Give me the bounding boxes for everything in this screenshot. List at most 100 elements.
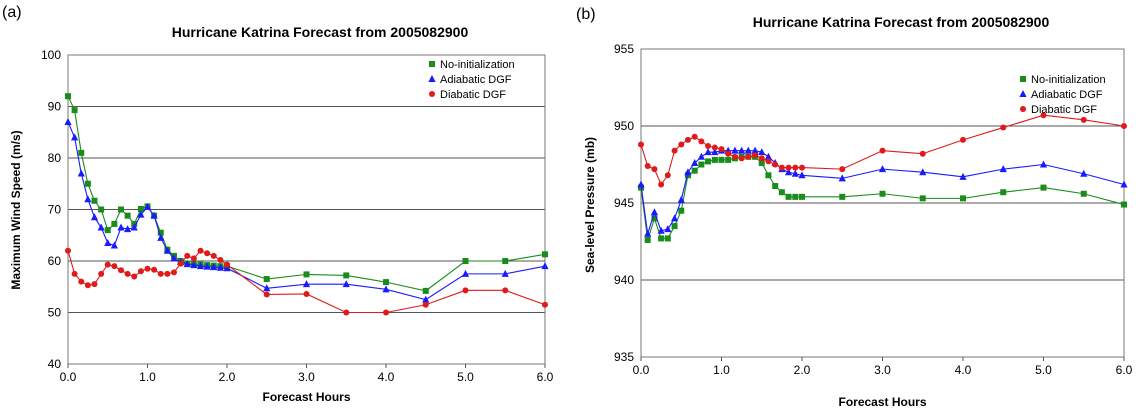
panel-label: (b) <box>576 6 596 23</box>
series-adiabatic-dgf <box>637 146 1128 237</box>
data-point <box>542 301 548 308</box>
y-tick-label: 70 <box>48 203 62 217</box>
legend-marker-no-initialization <box>1020 76 1026 82</box>
y-tick-label: 935 <box>614 350 634 364</box>
legend-marker-adiabatic-dgf <box>1019 90 1027 97</box>
data-point <box>343 272 350 279</box>
data-point <box>744 146 752 154</box>
data-point <box>90 213 99 221</box>
data-point <box>799 164 805 171</box>
data-point <box>772 183 779 190</box>
data-point <box>150 211 158 219</box>
data-point <box>64 117 72 125</box>
data-point <box>71 107 78 114</box>
data-point <box>501 269 509 277</box>
data-point <box>664 172 671 179</box>
data-point <box>224 261 230 268</box>
sea-level-pressure-chart: (b) Hurricane Katrina Forecast from 20050… <box>576 6 1133 409</box>
x-tick-label: 1.0 <box>713 363 730 377</box>
x-axis-label: Forecast Hours <box>838 395 926 409</box>
data-point <box>671 223 678 230</box>
x-tick-label: 1.0 <box>139 370 156 384</box>
data-point <box>792 164 799 171</box>
data-point <box>960 195 966 202</box>
data-point <box>785 193 792 200</box>
data-point <box>124 270 131 277</box>
data-point <box>697 152 705 160</box>
data-point <box>502 287 509 294</box>
data-point <box>190 255 197 262</box>
data-point <box>658 235 665 242</box>
y-tick-label: 40 <box>48 357 62 371</box>
data-point <box>752 152 759 159</box>
data-point <box>203 262 211 270</box>
data-point <box>637 180 645 188</box>
data-point <box>751 146 759 154</box>
data-point <box>738 155 745 162</box>
y-tick-label: 100 <box>41 48 61 62</box>
data-point <box>677 195 685 203</box>
data-point <box>1120 180 1128 188</box>
series-diabatic-dgf <box>65 247 548 316</box>
data-point <box>644 236 651 243</box>
data-point <box>705 143 712 150</box>
data-point <box>758 148 766 156</box>
data-point <box>117 223 125 231</box>
data-point <box>422 287 429 294</box>
series-diabatic-dgf <box>638 112 1127 188</box>
data-point <box>678 207 685 214</box>
x-tick-label: 6.0 <box>537 370 554 384</box>
data-point <box>461 269 470 277</box>
legend-label-no-initialization: No-initialization <box>440 59 515 71</box>
data-point <box>137 268 144 275</box>
data-point <box>383 309 389 316</box>
data-point <box>657 226 665 234</box>
data-point <box>711 144 718 151</box>
data-point <box>758 159 765 166</box>
data-point <box>1000 189 1007 196</box>
data-point <box>1121 123 1127 129</box>
data-point <box>664 235 671 242</box>
data-point <box>725 156 732 163</box>
data-point <box>764 152 773 160</box>
data-point <box>137 205 144 212</box>
data-point <box>143 202 152 210</box>
data-point <box>651 215 658 222</box>
data-point <box>210 252 217 259</box>
data-point <box>879 147 886 154</box>
data-point <box>104 261 111 268</box>
data-point <box>111 263 118 270</box>
data-point <box>711 156 718 163</box>
x-tick-label: 5.0 <box>457 370 474 384</box>
data-point <box>919 168 927 176</box>
data-point <box>919 150 926 157</box>
data-point <box>383 279 389 286</box>
data-point <box>959 172 967 180</box>
data-point <box>678 141 685 148</box>
data-point <box>542 251 548 258</box>
data-point <box>118 206 125 213</box>
y-tick-label: 50 <box>48 306 62 320</box>
data-point <box>91 197 98 204</box>
data-point <box>111 220 118 227</box>
y-tick-label: 90 <box>48 100 62 114</box>
panel-label: (a) <box>2 4 22 21</box>
data-point <box>738 146 746 154</box>
data-point <box>670 214 679 222</box>
data-point <box>137 210 145 218</box>
y-axis-label: Maximum Wind Speed (m/s) <box>9 130 23 289</box>
data-point <box>263 276 270 283</box>
data-point <box>650 208 659 216</box>
data-point <box>216 263 225 271</box>
data-point <box>718 146 725 153</box>
data-point <box>704 148 712 156</box>
data-point <box>792 193 799 200</box>
x-tick-label: 4.0 <box>955 363 972 377</box>
data-point <box>91 281 98 288</box>
data-point <box>263 291 270 298</box>
x-tick-label: 2.0 <box>794 363 811 377</box>
data-point <box>838 174 846 182</box>
data-point <box>217 256 224 263</box>
data-point <box>343 309 350 316</box>
x-tick-label: 5.0 <box>1035 363 1052 377</box>
